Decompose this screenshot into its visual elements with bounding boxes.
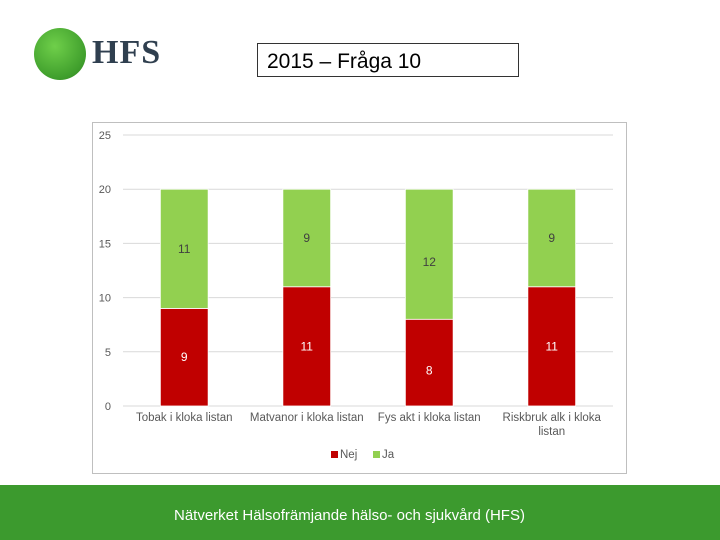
y-tick-label: 25 [99, 130, 111, 142]
bar-nej [159, 308, 209, 407]
y-tick-label: 5 [105, 347, 111, 359]
data-label: 9 [181, 350, 188, 364]
stacked-bar-chart: 0 5 10 15 20 25 9 11 Tobak i kloka listan 11 9 Matv… [99, 130, 613, 461]
x-tick-label: listan [538, 426, 565, 438]
bar-ja [282, 188, 332, 288]
y-tick-label: 15 [99, 238, 111, 250]
data-label: 12 [423, 255, 437, 269]
slide-title: 2015 – Fråga 10 [257, 43, 519, 77]
bar-ja [159, 188, 209, 309]
data-label: 11 [301, 339, 314, 353]
data-label: 8 [426, 364, 433, 378]
y-tick-label: 10 [99, 293, 111, 305]
bar-nej [282, 286, 332, 407]
legend-swatch-ja [373, 451, 380, 458]
chart-frame: 0 5 10 15 20 25 9 11 Tobak i kloka listan 11 9 Matv… [92, 122, 627, 474]
bar-nej [527, 286, 577, 407]
y-tick-label: 20 [99, 184, 111, 196]
x-tick-label: Tobak i kloka listan [136, 412, 233, 424]
logo-text: HFS [92, 34, 162, 71]
y-tick-label: 0 [105, 401, 111, 413]
x-tick-label: Fys akt i kloka listan [378, 412, 481, 424]
legend-label: Ja [382, 449, 395, 461]
footer-text: Nätverket Hälsofrämjande hälso- och sjuk… [174, 507, 525, 524]
bar-nej [404, 318, 454, 407]
footer-bar: Nätverket Hälsofrämjande hälso- och sjuk… [0, 485, 720, 540]
logo-circle-icon [34, 28, 86, 80]
data-label: 11 [546, 339, 559, 353]
data-label: 9 [548, 231, 555, 245]
hfs-logo: HFS [34, 28, 164, 84]
x-tick-label: Riskbruk alk i kloka [503, 412, 602, 424]
legend-label: Nej [340, 449, 357, 461]
bar-ja [404, 188, 454, 320]
data-label: 11 [178, 242, 191, 256]
legend-swatch-nej [331, 451, 338, 458]
x-tick-label: Matvanor i kloka listan [250, 412, 364, 424]
bar-ja [527, 188, 577, 288]
data-label: 9 [303, 231, 310, 245]
